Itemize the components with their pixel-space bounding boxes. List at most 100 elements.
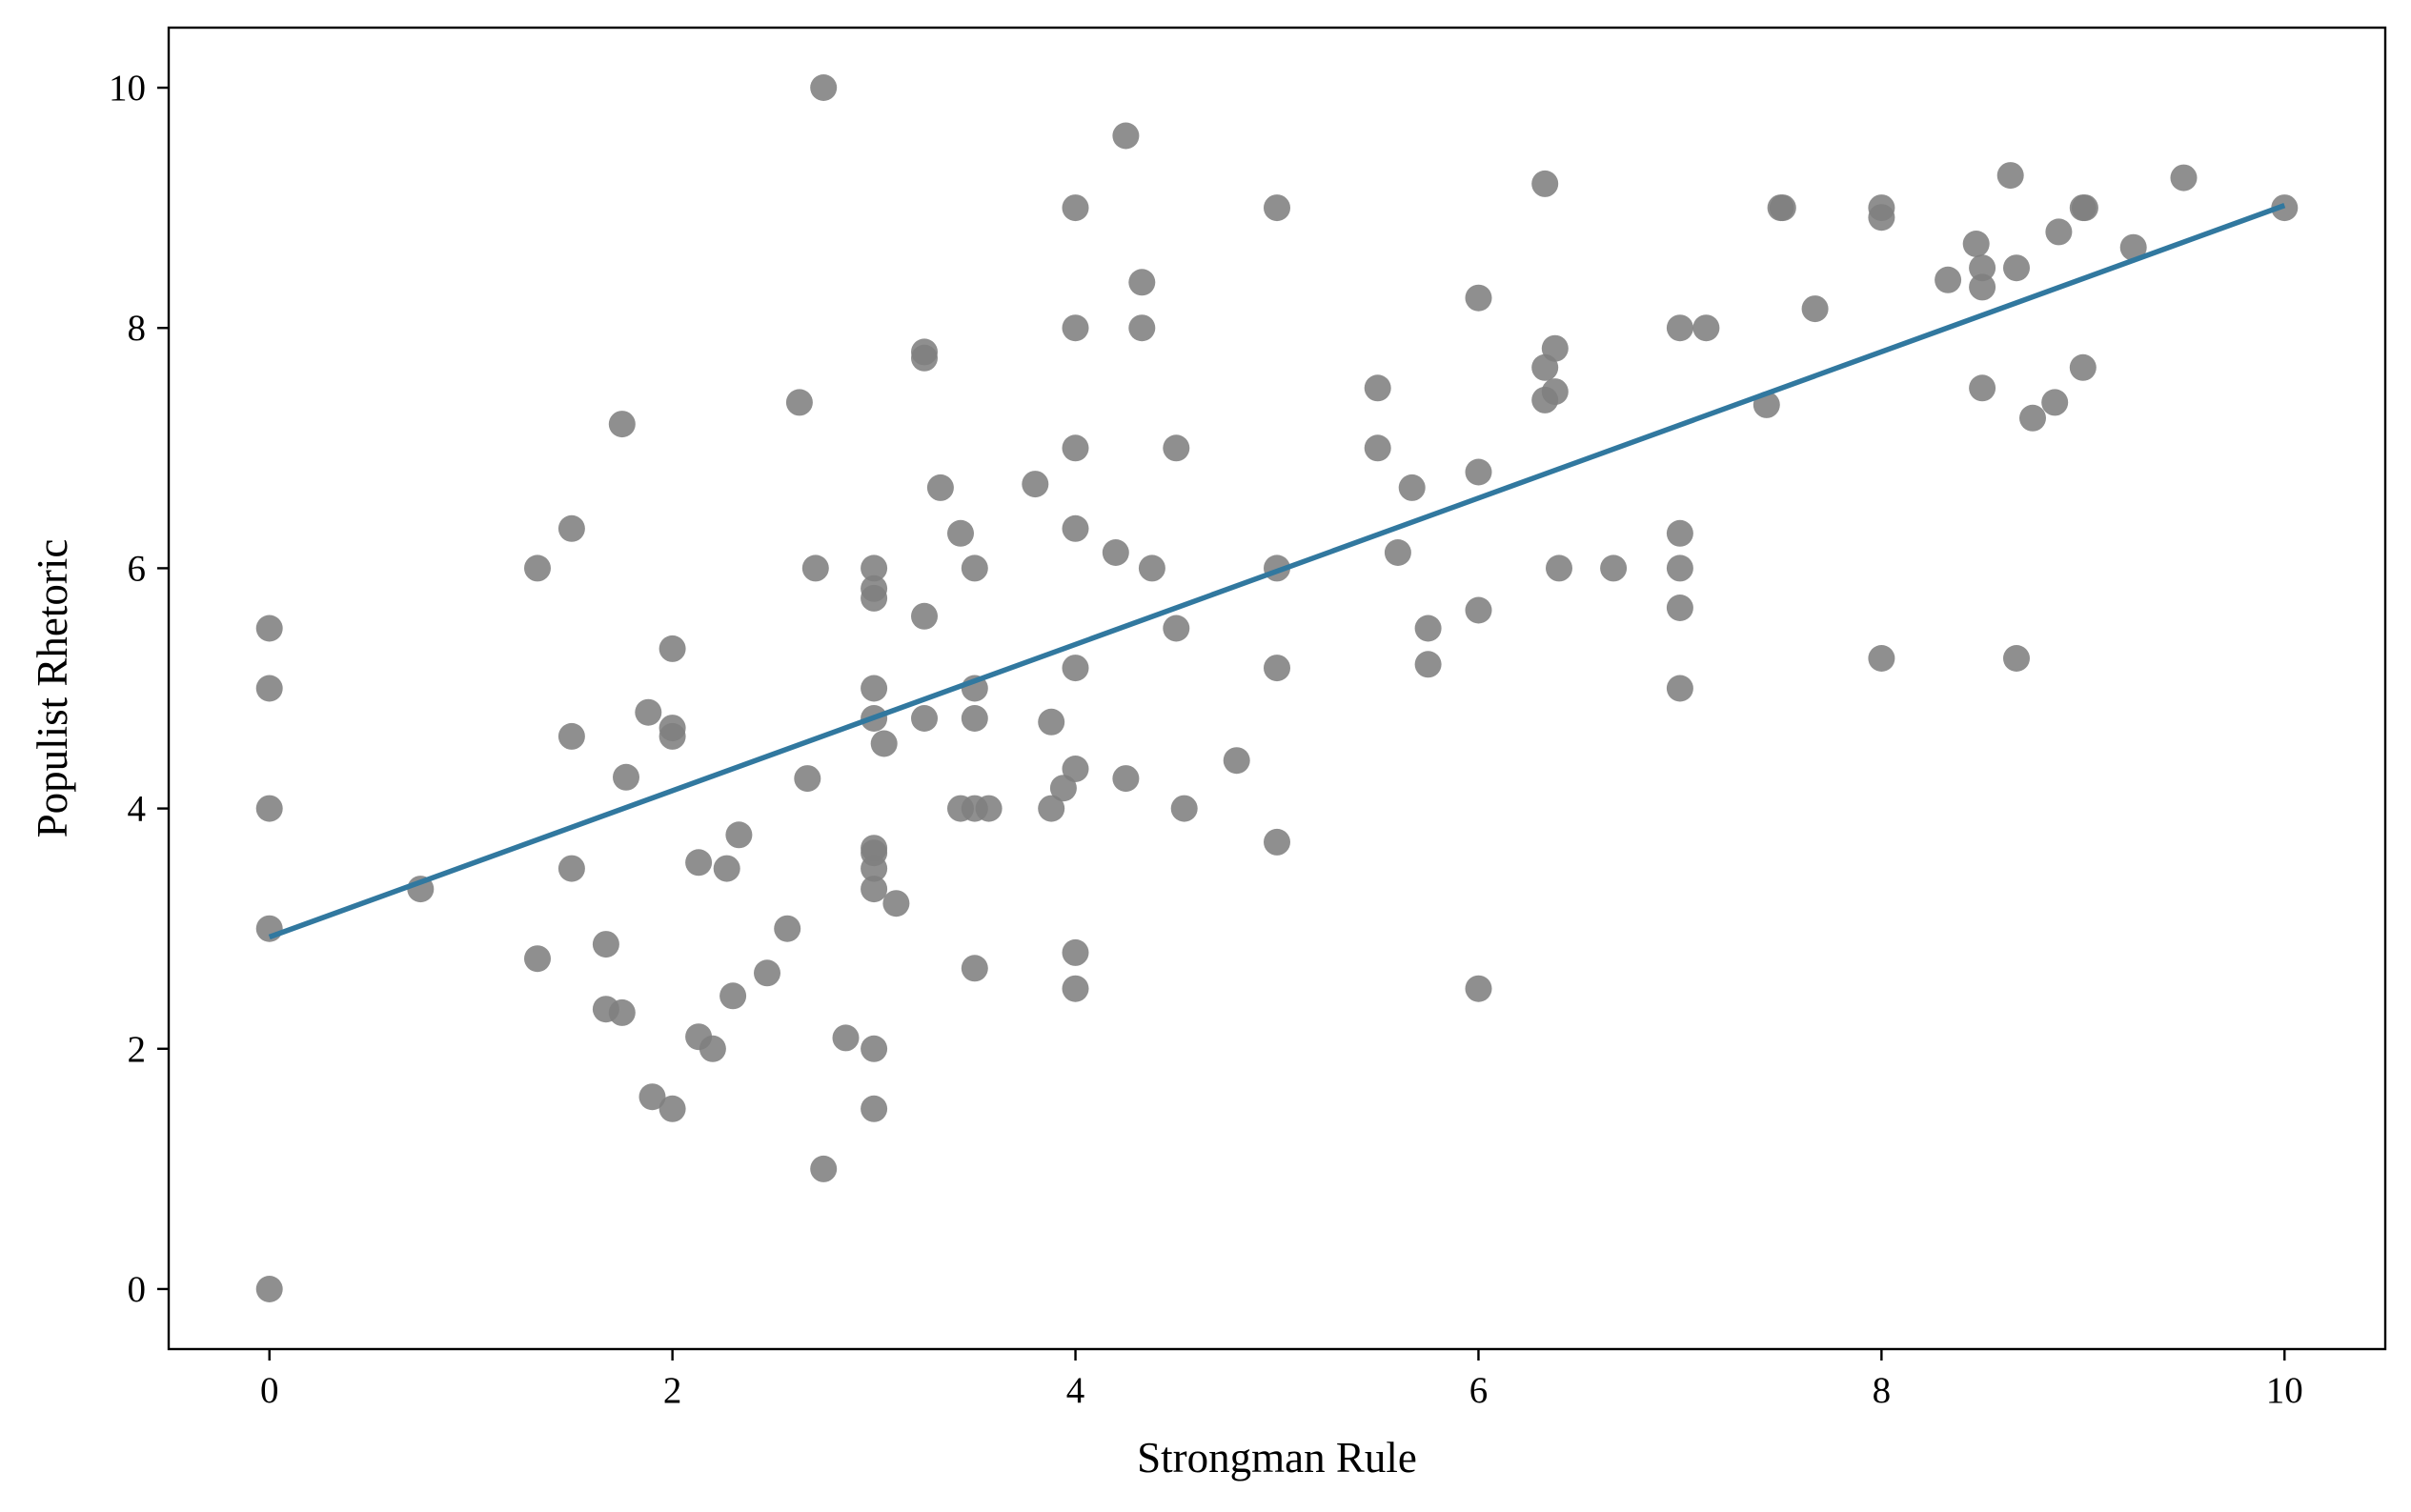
data-point [658,722,686,750]
data-point [1969,374,1996,402]
data-point [557,855,585,882]
y-axis: 0 2 4 6 8 10 [109,68,169,1310]
data-point [613,763,639,791]
data-point [524,554,551,582]
data-point [1264,828,1290,856]
data-point [1128,314,1156,342]
data-point [754,959,780,987]
x-tick-label: 8 [1873,1370,1892,1411]
data-point [861,554,888,582]
data-point [1666,554,1693,582]
y-tick-label: 6 [128,548,147,589]
data-point [861,675,888,702]
data-point [1022,471,1049,498]
data-point [2041,389,2069,416]
data-point [699,1035,726,1062]
data-point [1541,334,1569,362]
data-point [1138,554,1165,582]
data-point [861,1035,888,1062]
data-point [926,474,954,501]
data-point [1112,765,1140,793]
data-point [1465,458,1492,486]
data-point [1666,675,1693,702]
x-tick-label: 6 [1469,1370,1489,1411]
data-point [1062,938,1089,966]
y-tick-label: 4 [128,789,147,830]
data-point [1264,655,1290,682]
data-point [255,915,283,942]
data-point [911,705,938,732]
trend-line [268,203,2286,940]
data-point [255,615,283,642]
data-point [557,514,585,542]
data-point [608,411,636,438]
data-point [801,554,829,582]
data-point [2069,353,2097,381]
data-point [1163,434,1190,462]
data-points [255,74,2299,1302]
data-point [2003,645,2030,672]
data-point [658,1095,686,1122]
data-point [2170,164,2198,192]
data-point [1801,295,1829,323]
data-point [1414,651,1442,678]
data-point [911,602,938,630]
data-point [810,1155,838,1182]
data-point [1398,474,1426,501]
data-point [685,849,713,877]
data-point [1666,519,1693,547]
data-point [961,554,988,582]
data-point [882,890,910,917]
data-point [1962,231,1990,257]
y-axis-label: Populist Rhetoric [29,539,76,838]
data-point [1868,645,1895,672]
x-tick-label: 4 [1066,1370,1085,1411]
data-point [1465,975,1492,1002]
data-point [961,705,988,732]
data-point [861,584,888,612]
data-point [1769,194,1796,222]
data-point [1600,554,1628,582]
data-point [1384,539,1411,566]
data-point [713,855,740,882]
data-point [1692,314,1720,342]
data-point [1969,273,1996,301]
data-point [1062,975,1089,1002]
y-tick-label: 10 [109,68,146,109]
data-point [1112,122,1140,150]
data-point [1038,795,1065,822]
data-point [861,1095,888,1122]
data-point [1128,269,1156,296]
data-point [1170,795,1198,822]
data-point [1868,204,1895,232]
data-point [1541,378,1569,406]
data-point [911,344,938,372]
data-point [1062,514,1089,542]
data-point [1546,554,1572,582]
data-point [1465,284,1492,312]
data-point [810,74,838,101]
data-point [947,519,974,547]
data-point [638,1083,666,1111]
data-point [2119,233,2147,261]
data-point [255,795,283,822]
data-point [557,722,585,750]
data-point [961,955,988,982]
data-point [725,821,753,849]
data-point [1531,170,1559,197]
data-point [1062,194,1089,222]
data-point [1062,655,1089,682]
data-point [785,389,813,416]
data-point [870,730,898,757]
data-point [1666,595,1693,621]
data-point [1163,615,1190,642]
data-point [1465,596,1492,624]
data-point [1414,615,1442,642]
data-point [2045,218,2073,246]
y-tick-label: 2 [128,1029,147,1070]
y-tick-label: 8 [128,308,147,349]
x-tick-label: 2 [663,1370,682,1411]
data-point [1062,314,1089,342]
data-point [1935,266,1962,293]
